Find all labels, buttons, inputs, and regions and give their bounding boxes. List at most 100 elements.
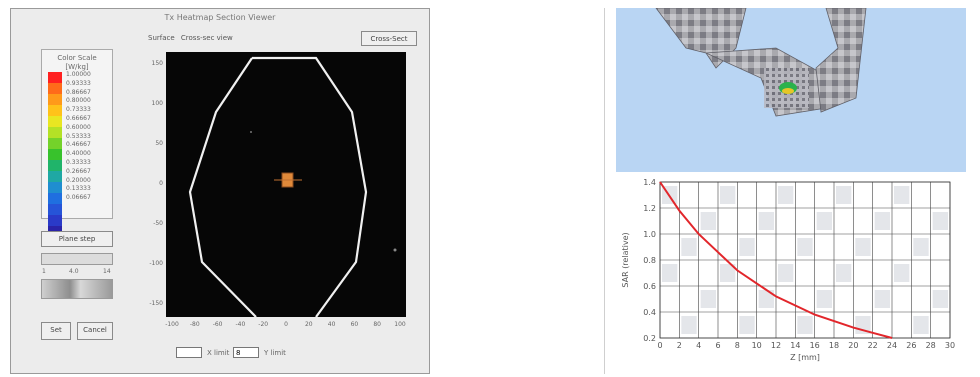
cross-section-y-tick: 100 [151,100,163,107]
x-tick-label: 2 [677,341,682,350]
step-range-min: 1 [42,268,46,275]
cross-section-button[interactable]: Cross-Sect [361,31,417,46]
sar-chart: 0 2 4 6 8 10 12 14 16 18 20 22 24 26 28 301.41.21.00.80… [621,178,955,362]
plot-header: Surface Cross-sec view [148,34,233,42]
x-tick-label: 22 [868,341,878,350]
grid-shade [913,238,929,256]
color-bar-swatch [48,149,62,160]
grid-shade [913,316,929,334]
color-bar-value: 0.60000 [66,123,91,131]
color-bar-value: 0.66667 [66,115,91,122]
y-tick-label: 0.2 [643,334,656,343]
color-bar-swatch [48,215,62,226]
step-slider-track[interactable] [41,253,113,265]
cross-section-x-tick: 0 [284,321,288,328]
color-bar-swatch [48,116,62,127]
x-tick-label: 26 [906,341,916,350]
cross-section-y-tick: -50 [153,220,163,227]
cross-section-y-tick: 0 [159,180,163,187]
color-scale-title-text: Color Scale [57,54,97,62]
model-right-arm [815,8,867,113]
color-bar-swatch [48,105,62,116]
color-bar [48,72,62,237]
x-tick-label: 4 [696,341,701,350]
color-scale-unit: [W/kg] [65,63,89,71]
x-tick-label: 12 [771,341,781,350]
grid-shade [662,264,678,282]
color-bar-swatch [48,171,62,182]
grid-shade [700,290,716,308]
x-tick-label: 8 [735,341,740,350]
color-bar-value: 0.86667 [66,88,91,96]
grid-shade [720,186,736,204]
x-tick-label: 28 [926,341,936,350]
cross-section-x-tick: 40 [327,321,336,328]
panel-divider [604,8,605,374]
x-limit-input[interactable] [176,347,202,358]
y-limit-input[interactable]: 8 [233,347,259,358]
cross-section-x-tick: 20 [304,321,313,328]
color-bar-swatch [48,204,62,215]
artifact-dot [393,248,397,252]
artifact-dot [250,131,252,133]
grid-shade [894,186,910,204]
y-tick-label: 1.4 [643,178,656,187]
color-bar-swatch [48,127,62,138]
cross-section-x-tick: -80 [189,321,200,328]
grid-shade [778,264,794,282]
set-button[interactable]: Set [41,322,71,340]
x-limit-label: X limit [207,349,230,357]
contour-outline [188,56,368,317]
cross-section-y-tick: -100 [149,260,163,267]
x-tick-label: 24 [887,341,897,350]
step-range-mid: 4.0 [69,268,79,275]
y-tick-label: 0.8 [643,256,656,265]
color-bar-swatch [48,138,62,149]
grid-shade [894,264,910,282]
grid-shade [836,186,852,204]
cancel-button[interactable]: Cancel [77,322,113,340]
color-bar-value: 1.00000 [66,71,91,78]
color-bar-value: 0.13333 [66,185,91,193]
cross-section-x-tick: 80 [373,321,381,328]
color-scale-legend: Color Scale [W/kg] 1.00000 0.93333 0.86667… [41,49,113,237]
cross-section-x-tick: 100 [394,321,406,328]
color-bar-value: 0.53333 [66,132,91,140]
viewer-window: Tx Heatmap Section Viewer Color Scale [W… [10,8,430,374]
grid-shade [720,264,736,282]
color-bar-value: 0.33333 [66,159,91,166]
sar-chart-panel: 0 2 4 6 8 10 12 14 16 18 20 22 24 26 28 30 1.4 1.2 1.0 0.8 0… [616,176,966,372]
color-scale-title: Color Scale [W/kg] [42,54,112,72]
plane-step-button[interactable]: Plane step [41,231,113,247]
model-3d-view[interactable] [616,8,966,172]
x-axis-label: Z [mm] [790,353,820,362]
x-tick-label: 16 [810,341,820,350]
model-hotspot-core [782,88,794,94]
grid-shade [797,238,813,256]
cross-section-x-tick: -20 [258,321,269,328]
grid-shade [932,290,948,308]
y-tick-label: 0.4 [643,308,656,317]
cross-section-x-tick: -40 [235,321,246,328]
x-tick-label: 14 [790,341,800,350]
step-range-max: 14 [103,268,111,275]
model-3d-svg [655,8,867,117]
color-bar-swatch [48,193,62,204]
grid-shade [836,264,852,282]
cross-section-plot[interactable] [166,52,406,317]
color-bar-value: 0.93333 [66,79,91,87]
x-tick-label: 18 [829,341,839,350]
y-tick-label: 1.0 [643,230,656,239]
cross-section-x-tick: -60 [212,321,223,328]
grid-shade [681,316,697,334]
cross-section-x-tick: 60 [350,321,359,328]
grid-shade [700,212,716,230]
plot-frame [659,181,951,339]
grid-shade [855,238,871,256]
grid-shade [739,316,755,334]
grid-shade [797,316,813,334]
step-stepper[interactable] [41,279,113,299]
y-tick-label: 0.6 [643,282,656,291]
x-tick-label: 30 [945,341,955,350]
color-bar-value: 0.26667 [66,167,91,175]
